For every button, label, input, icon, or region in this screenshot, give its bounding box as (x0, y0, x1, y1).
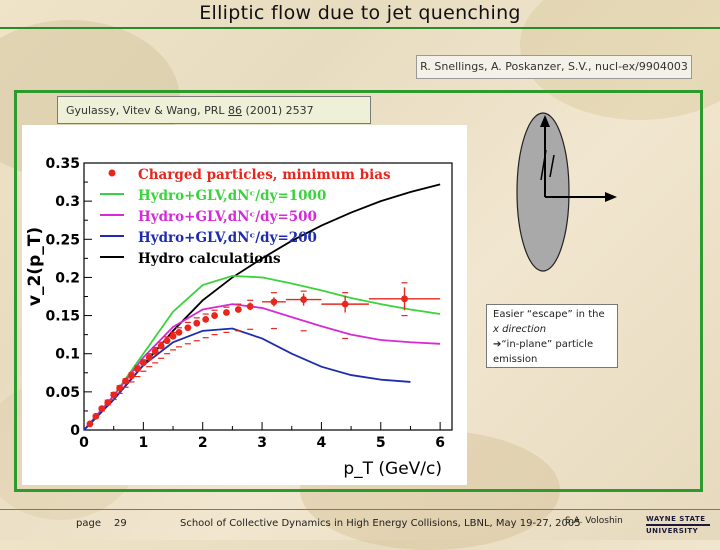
data-point (211, 312, 218, 319)
legend-label: Hydro+GLV,dNᶜ/dy=1000 (138, 188, 326, 204)
y-tick-label: 0.05 (45, 385, 80, 401)
data-point (86, 420, 94, 428)
y-tick-label: 0 (70, 423, 80, 439)
short-arrow (549, 154, 555, 178)
elliptic-overlap-diagram (516, 112, 617, 272)
data-point (184, 324, 192, 332)
data-point (128, 372, 135, 380)
citation-suffix: (2001) 2537 (242, 104, 314, 117)
x-tick-label: 4 (317, 435, 327, 451)
data-point (169, 332, 177, 340)
reference-box: R. Snellings, A. Poskanzer, S.V., nucl-e… (416, 55, 692, 79)
data-point (193, 319, 201, 327)
arrow-head-icon (540, 115, 550, 127)
citation-box: Gyulassy, Vitev & Wang, PRL 86 (2001) 25… (57, 96, 371, 124)
y-tick-label: 0.2 (55, 270, 80, 286)
x-tick-label: 0 (79, 435, 89, 451)
footer-page-number: 29 (114, 518, 127, 529)
data-point (202, 315, 210, 323)
slide-title: Elliptic flow due to jet quenching (199, 2, 521, 24)
legend-label: Charged particles, minimum bias (138, 167, 391, 183)
note-line: ➔“in-plane” particle (493, 339, 594, 350)
data-point (151, 348, 159, 355)
data-point (341, 300, 349, 308)
escape-note: Easier “escape” in the x direction ➔“in-… (486, 304, 618, 368)
university-logo: WAYNE STATE UNIVERSITY (646, 515, 710, 535)
data-point (246, 303, 254, 310)
data-point (157, 342, 165, 350)
note-line: x direction (493, 324, 547, 335)
data-point (116, 384, 124, 392)
data-point (139, 359, 147, 367)
v2-chart: 0 1 2 3 4 5 6 0 0.05 0.1 0.15 0.2 0.25 0.3 0.35 p_T (Ge… (25, 156, 453, 479)
data-point (175, 328, 183, 336)
y-tick-label: 0.15 (45, 309, 80, 325)
data-point (98, 405, 106, 413)
data-point (110, 391, 118, 399)
data-point (163, 337, 171, 345)
y-tick-label: 0.25 (45, 232, 80, 248)
arrow-head-icon (605, 192, 617, 202)
x-axis-label: p_T (GeV/c) (343, 459, 442, 479)
data-point (234, 306, 242, 313)
title-divider (0, 27, 720, 29)
legend-label: Hydro calculations (138, 251, 281, 267)
data-point (223, 309, 230, 316)
legend-marker (108, 169, 116, 177)
x-tick-label: 1 (138, 435, 148, 451)
short-arrow (540, 149, 547, 181)
y-tick-label: 0.3 (55, 194, 80, 210)
y-tick-label: 0.1 (55, 347, 80, 363)
legend-label: Hydro+GLV,dNᶜ/dy=200 (138, 230, 317, 246)
logo-bar (646, 524, 710, 526)
citation-prefix: Gyulassy, Vitev & Wang, PRL (66, 104, 229, 117)
footer-conference: School of Collective Dynamics in High En… (180, 518, 581, 529)
x-tick-label: 3 (257, 435, 267, 451)
series-line (83, 274, 441, 431)
x-tick-label: 6 (435, 435, 445, 451)
citation-volume: 86 (228, 104, 243, 117)
footer-page-label: page (76, 518, 101, 529)
content-frame (14, 90, 703, 492)
logo-line: WAYNE STATE (646, 515, 706, 523)
series-line (83, 303, 441, 431)
data-point (92, 412, 100, 420)
data-point (122, 377, 129, 385)
data-point (104, 399, 112, 406)
overlap-ellipse (516, 112, 570, 272)
x-tick-label: 2 (198, 435, 208, 451)
series-line (83, 327, 411, 431)
note-line: emission (493, 354, 538, 365)
note-line: Easier “escape” in the (493, 309, 605, 320)
data-point (401, 295, 408, 303)
y-axis-label: v_2(p_T) (25, 227, 45, 306)
x-tick-label: 5 (376, 435, 386, 451)
data-point (145, 354, 153, 361)
data-point (134, 365, 141, 373)
legend-label: Hydro+GLV,dNᶜ/dy=500 (138, 209, 317, 225)
data-point (270, 298, 278, 306)
plot-panel: 0 1 2 3 4 5 6 0 0.05 0.1 0.15 0.2 0.25 0.3 0.35 p_T (Ge… (22, 125, 467, 485)
footer-divider (0, 509, 720, 510)
y-tick-label: 0.35 (45, 156, 80, 172)
logo-line: UNIVERSITY (646, 527, 699, 535)
footer-author: S.A. Voloshin (565, 516, 623, 526)
data-point (300, 296, 308, 303)
